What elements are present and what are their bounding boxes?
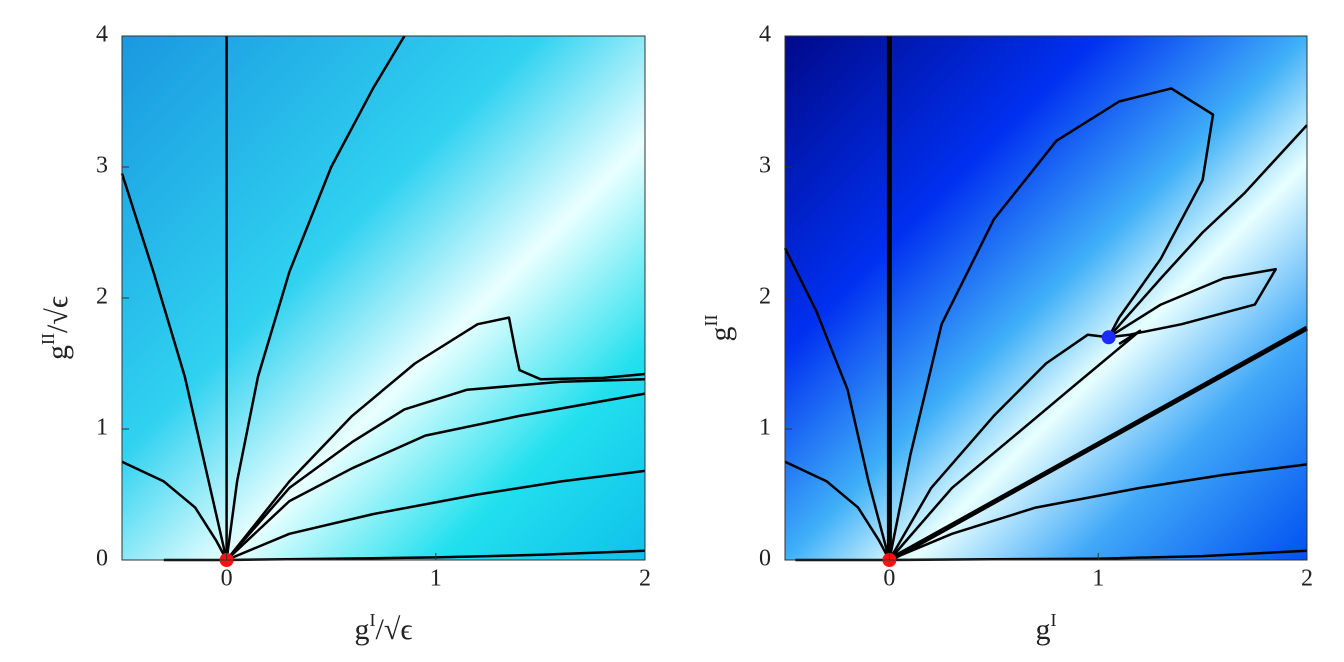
flow-line (888, 87, 1215, 561)
flow-line (888, 329, 1142, 561)
axis-label: gI/√ϵ (355, 610, 413, 646)
flow-line (120, 173, 228, 561)
y-tick-label: 0 (96, 546, 108, 572)
y-tick-label: 1 (96, 415, 108, 441)
flow-line (225, 35, 406, 561)
flow-line (1107, 124, 1308, 339)
flow-line (225, 316, 646, 561)
x-tick-label: 1 (430, 566, 442, 592)
axis-label-sup: I (370, 610, 376, 630)
y-tick-label: 1 (759, 415, 771, 441)
x-tick-label: 2 (639, 566, 651, 592)
axis-label-sup: II (38, 333, 58, 345)
axis-label-part: g (355, 613, 370, 646)
y-tick-label: 4 (759, 22, 771, 48)
y-tick-label: 0 (759, 546, 771, 572)
x-tick-label: 2 (1301, 566, 1313, 592)
flow-line (121, 460, 228, 561)
x-tick-label: 1 (1092, 566, 1104, 592)
fixed-point (1101, 330, 1116, 345)
background (122, 36, 645, 560)
axis-label-part: g (704, 327, 737, 342)
flow-line (225, 377, 646, 561)
x-tick-label: 0 (221, 566, 233, 592)
flow-line (226, 469, 646, 562)
axis-label-part: /√ϵ (41, 296, 74, 333)
flow-line (225, 392, 646, 561)
x-tick-label: 0 (883, 566, 895, 592)
axis-label-part: g (1036, 613, 1051, 646)
axis-label-sup: I (1051, 610, 1057, 630)
background (785, 36, 1307, 560)
flow-line (783, 247, 891, 561)
y-tick-label: 3 (759, 153, 771, 179)
axis-label-part: g (41, 345, 74, 360)
y-tick-label: 4 (96, 22, 108, 48)
flow-line (888, 325, 1309, 563)
axis-label-sup: II (701, 315, 721, 327)
y-tick-label: 3 (96, 153, 108, 179)
flow-line (888, 333, 1109, 561)
axis-label-part: /√ϵ (376, 613, 413, 646)
axis-label: gI (1036, 610, 1057, 646)
axis-label: gII (701, 315, 737, 342)
axis-label: gII/√ϵ (38, 296, 74, 360)
flow-line (784, 460, 891, 561)
y-tick-label: 2 (759, 284, 771, 310)
flow-line (888, 463, 1308, 562)
y-tick-label: 2 (96, 284, 108, 310)
